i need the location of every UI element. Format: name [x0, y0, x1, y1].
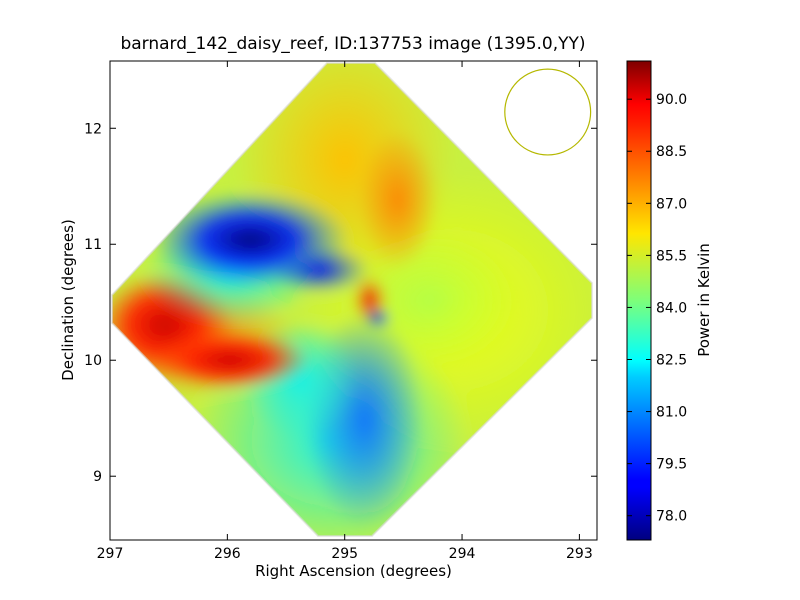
colorbar-tick-label: 84.0: [656, 300, 687, 316]
chart-title: barnard_142_daisy_reef, ID:137753 image …: [120, 34, 586, 54]
y-axis-ticks: 9 10 11 12: [84, 121, 597, 485]
x-tick-label: 296: [214, 546, 241, 562]
colorbar-tick-label: 88.5: [656, 144, 687, 160]
x-axis-label: Right Ascension (degrees): [255, 562, 452, 580]
y-axis-label: Declination (degrees): [59, 219, 77, 381]
plot-frame: [109, 60, 598, 541]
colorbar-tick-label: 81.0: [656, 405, 687, 421]
x-tick-label: 295: [331, 546, 358, 562]
colorbar-tick-label: 85.5: [656, 248, 687, 264]
colorbar-tick-label: 82.5: [656, 353, 687, 369]
colorbar-ticks: 78.0 79.5 81.0 82.5 84.0 85.5 87.0 88.5 90.0: [627, 92, 687, 525]
y-tick-label: 9: [93, 469, 102, 485]
y-tick-label: 11: [84, 237, 102, 253]
y-tick-label: 10: [84, 353, 102, 369]
colorbar-tick-label: 78.0: [656, 509, 687, 525]
x-tick-label: 297: [97, 546, 124, 562]
y-tick-label: 12: [84, 121, 102, 137]
x-tick-label: 293: [566, 546, 593, 562]
x-axis-ticks: 297 296 295 294 293: [97, 61, 593, 562]
colorbar-tick-label: 90.0: [656, 92, 687, 108]
heatmap-map: [111, 62, 593, 537]
beam-circle: [504, 68, 592, 156]
x-tick-label: 294: [449, 546, 476, 562]
colorbar-label: Power in Kelvin: [695, 243, 713, 357]
colorbar-tick-label: 79.5: [656, 457, 687, 473]
colorbar-tick-label: 87.0: [656, 196, 687, 212]
colorbar-gradient: [626, 60, 652, 541]
